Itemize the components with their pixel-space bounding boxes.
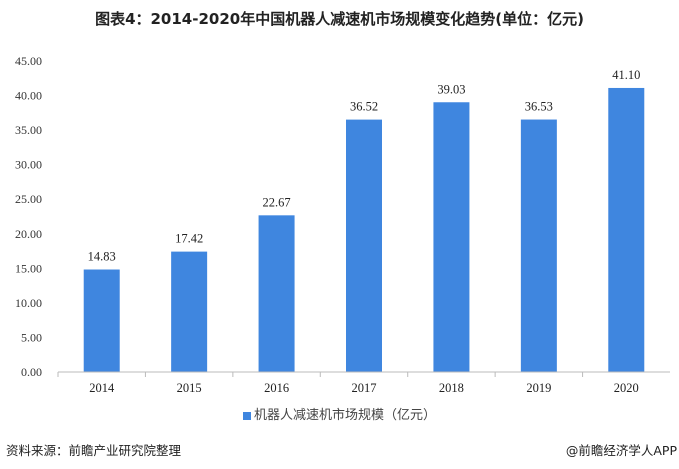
x-tick-label: 2015 [177,381,202,395]
x-tick-label: 2017 [352,381,377,395]
x-tick-label: 2016 [264,381,289,395]
bar [258,215,295,372]
bar [433,102,470,372]
y-tick-label: 40.00 [15,89,42,103]
y-tick-label: 45.00 [15,54,42,68]
y-tick-label: 10.00 [15,296,42,310]
x-tick-label: 2014 [89,381,115,395]
data-label: 17.42 [175,232,203,246]
data-label: 14.83 [88,250,116,264]
bar [520,119,557,372]
legend-label: 机器人减速机市场规模（亿元） [253,408,436,423]
chart-title: 图表4：2014-2020年中国机器人减速机市场规模变化趋势(单位：亿元) [95,10,584,28]
x-tick-label: 2018 [439,381,464,395]
data-label: 41.10 [612,68,640,82]
x-tick-label: 2020 [614,381,639,395]
legend-swatch [242,411,251,420]
credit-note: @前瞻经济学人APP [565,443,677,458]
y-tick-label: 35.00 [15,123,42,137]
bar [171,251,208,372]
y-tick-label: 20.00 [15,227,42,241]
y-tick-label: 25.00 [15,192,42,206]
bar [608,87,645,372]
data-label: 22.67 [263,195,291,209]
legend: 机器人减速机市场规模（亿元） [0,404,679,423]
y-tick-label: 30.00 [15,158,42,172]
bar [346,119,382,372]
y-tick-label: 0.00 [21,365,42,379]
bar [83,269,120,372]
y-tick-label: 15.00 [15,261,42,275]
data-label: 39.03 [437,82,465,96]
y-tick-label: 5.00 [21,330,42,344]
data-label: 36.53 [525,100,553,114]
data-label: 36.52 [350,100,378,114]
x-tick-label: 2019 [526,381,551,395]
source-note: 资料来源：前瞻产业研究院整理 [6,443,182,458]
